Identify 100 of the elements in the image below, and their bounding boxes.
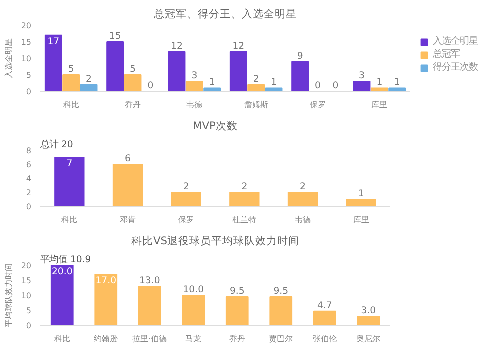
y-tick-label: 15 (21, 38, 32, 47)
data-label: 0 (315, 80, 322, 92)
bar (182, 295, 206, 326)
bar (171, 192, 202, 206)
bar (346, 199, 376, 206)
bar (62, 74, 80, 92)
data-label: 13.0 (139, 276, 160, 286)
data-label: 2 (86, 74, 92, 85)
bar (292, 61, 310, 92)
x-tick-label: 詹姆斯 (244, 100, 268, 110)
x-tick-label: 约翰逊 (94, 334, 118, 344)
data-label: 0 (332, 80, 339, 92)
y-axis-title: 平均球队效力时间 (4, 264, 14, 328)
y-tick-label: 5 (26, 306, 32, 316)
y-tick-label: 0 (26, 322, 32, 330)
bar (288, 192, 318, 206)
legend-label: 得分王次数 (433, 61, 478, 74)
data-label: 5 (68, 64, 74, 75)
data-label: 1 (271, 77, 278, 88)
text: 总计 20 (40, 140, 74, 150)
x-tick-label: 奥尼尔 (356, 334, 381, 344)
y-tick-label: 6 (26, 160, 32, 170)
bar (112, 164, 144, 206)
data-label: 2 (183, 182, 190, 192)
bar (388, 88, 406, 92)
bar (50, 266, 74, 326)
y-tick-label: 8 (26, 146, 32, 156)
y-tick-label: 10 (21, 54, 32, 64)
data-label: 4.7 (317, 300, 332, 312)
bar (313, 310, 336, 326)
bar (230, 192, 260, 206)
text: 平均值 10.9 (40, 254, 92, 266)
data-label: 2 (253, 74, 260, 85)
data-label: 12 (232, 40, 245, 52)
bar (138, 286, 162, 326)
data-label: 15 (109, 31, 122, 42)
legend-label: 入选全明星 (433, 35, 478, 48)
bar (186, 81, 204, 92)
data-label: 5 (130, 64, 136, 75)
bar (230, 51, 248, 92)
data-label: 2 (242, 182, 248, 192)
x-tick-label: 马龙 (186, 334, 202, 344)
x-tick-label: 贾巴尔 (269, 334, 294, 344)
y-tick-label: 0 (26, 202, 32, 212)
data-label: 0 (148, 80, 154, 92)
bar (124, 74, 142, 92)
data-label: 1 (358, 188, 364, 200)
x-tick-label: 库里 (353, 216, 370, 224)
data-label: 3 (359, 70, 366, 82)
data-label: 12 (171, 40, 183, 52)
y-tick-label: 2 (26, 188, 32, 198)
data-label: 17.0 (96, 276, 117, 286)
legend-label: 总冠军 (433, 48, 460, 61)
y-tick-label: 4 (26, 174, 32, 184)
data-label: 9 (297, 50, 304, 62)
data-label: 2 (300, 182, 306, 192)
bar (168, 51, 186, 92)
data-label: 6 (125, 154, 132, 164)
data-label: 1 (394, 77, 400, 88)
x-tick-label: 库里 (372, 100, 388, 110)
bar (54, 157, 85, 206)
bar (370, 88, 388, 92)
y-tick-label: 5 (26, 71, 32, 80)
chart-title: 总冠军、得分王、入选全明星 (153, 8, 297, 20)
x-tick-label: 韦德 (186, 100, 203, 110)
bar (353, 81, 371, 92)
bar (106, 42, 124, 92)
x-tick-label: 乔丹 (125, 100, 141, 110)
bar (44, 34, 62, 92)
x-tick-label: 保罗 (178, 216, 194, 224)
data-label: 3.0 (361, 306, 376, 316)
chart-title: MVP次数 (193, 120, 238, 132)
bar (270, 296, 293, 326)
x-tick-label: 张伯伦 (312, 334, 337, 344)
data-label: 9.5 (274, 286, 289, 297)
data-label: 17 (48, 36, 60, 48)
x-tick-label: 科比 (54, 334, 70, 344)
bar (226, 296, 249, 326)
y-tick-label: 0 (26, 88, 32, 96)
x-tick-label: 乔丹 (229, 334, 246, 344)
x-tick-label: 保罗 (310, 100, 326, 110)
y-tick-label: 20 (21, 262, 32, 270)
x-tick-label: 拉里·伯德 (132, 334, 168, 344)
y-tick-label: 10 (21, 292, 32, 300)
data-label: 20.0 (52, 266, 73, 278)
data-label: 10.0 (183, 284, 204, 296)
bar (357, 316, 380, 326)
x-tick-label: 邓肯 (120, 216, 136, 224)
y-tick-label: 15 (21, 276, 32, 286)
data-label: 7 (66, 158, 73, 170)
bar (204, 88, 222, 92)
data-label: 1 (209, 77, 216, 88)
data-label: 3 (192, 70, 198, 82)
bar (265, 88, 283, 92)
bar (80, 84, 98, 92)
x-tick-label: 杜兰特 (232, 216, 257, 224)
data-label: 1 (376, 77, 383, 88)
x-tick-label: 科比 (63, 100, 80, 110)
y-tick-label: 20 (21, 22, 32, 30)
bar (94, 274, 118, 326)
